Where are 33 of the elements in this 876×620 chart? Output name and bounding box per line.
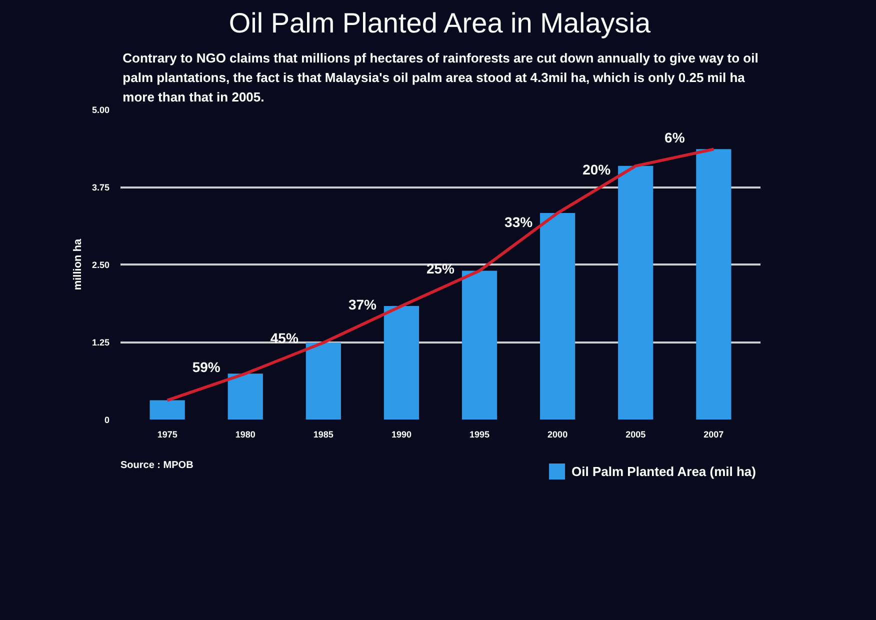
annotation: 25% [426,260,456,276]
bar [618,166,654,420]
x-tick-label: 2007 [704,430,724,440]
x-tick-label: 1975 [157,430,178,440]
chart-title: Oil Palm Planted Area in Malaysia [228,8,652,38]
annotation: 37% [348,296,378,312]
y-tick-label: 1.25 [92,338,110,348]
bar [540,213,576,420]
x-tick-label: 1985 [313,430,334,440]
y-tick-label: 3.75 [92,182,110,192]
annotation: 20% [582,161,612,178]
annotation: 59% [192,358,221,375]
annotation: 33% [504,214,534,230]
source-note: Source : MPOB [120,460,194,471]
y-tick-label: 0 [104,415,110,425]
x-tick-label: 1980 [235,430,256,440]
chart-subtitle: Contrary to NGO claims that millions pf hectares of rainforests are cut down annually to give way to oil palm plantations, the fact is that Malaysia's oil palm area stood at 4.3mil ha, which is only 0.25 mil ha more than that in 2005. [122,50,758,104]
x-tick-label: 1990 [391,430,412,440]
y-axis-title: million ha [72,238,84,290]
bar [306,342,341,420]
bar [384,306,420,420]
legend-label: Oil Palm Planted Area (mil ha) [572,464,756,478]
x-tick-label: 2000 [548,430,568,440]
bar [150,400,185,420]
y-tick-label: 5.00 [92,105,110,115]
bar [696,149,732,420]
y-tick-label: 2.50 [92,260,110,270]
line-series [166,148,716,402]
x-tick-label: 1995 [470,430,490,440]
x-tick-label: 2005 [626,430,646,440]
annotation: 6% [664,130,686,146]
bar [228,374,263,420]
bar [462,270,498,420]
